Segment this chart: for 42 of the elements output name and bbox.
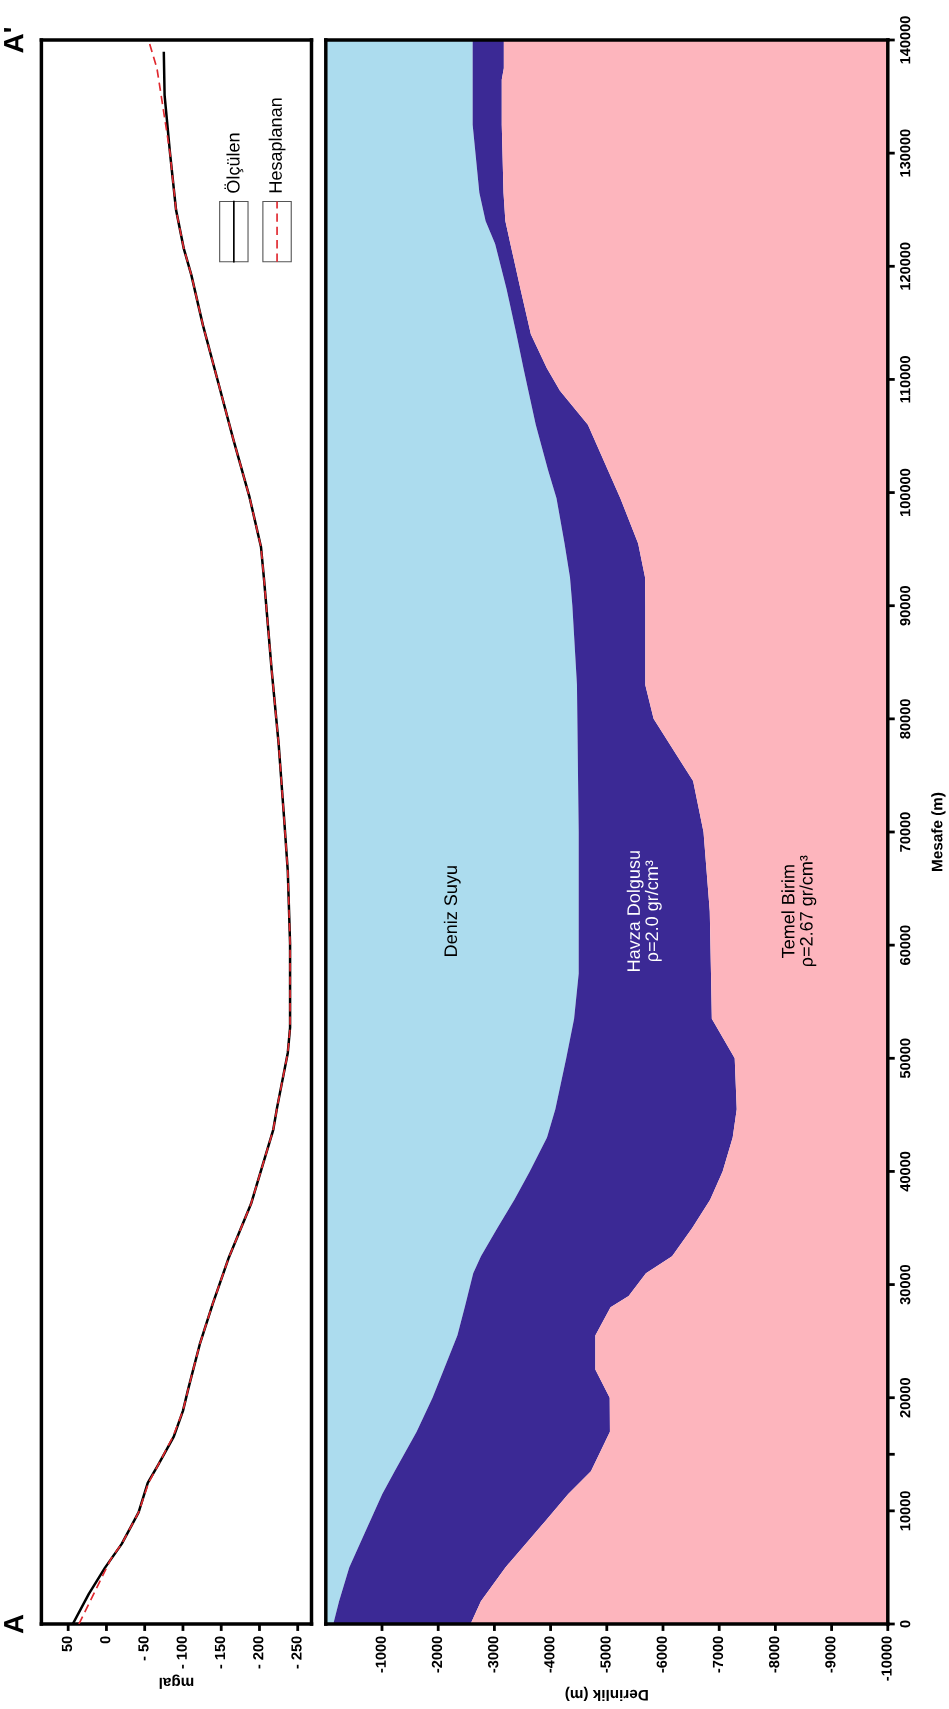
x-tick-label: 50 xyxy=(61,1636,73,1652)
x-tick-label: - 250 xyxy=(291,1636,302,1669)
y-tick-label: 120000 xyxy=(899,242,911,290)
y-tick-label: 50000 xyxy=(899,1038,911,1079)
x-tick-label: - 150 xyxy=(214,1636,226,1669)
text: A xyxy=(4,1614,24,1634)
x-tick-label: 0 xyxy=(100,1636,111,1644)
x-tick-label: -6000 xyxy=(656,1636,667,1673)
x-tick-label: -3000 xyxy=(487,1636,499,1673)
x-tick-label: -2000 xyxy=(431,1636,443,1673)
y-tick-label: 30000 xyxy=(899,1264,911,1305)
x-tick-label: - 100 xyxy=(176,1636,187,1669)
text: Hesaplanan xyxy=(268,98,286,193)
y-tick-label: 90000 xyxy=(899,586,911,626)
series-label: Havza Dolgusu ρ=2.0 gr/cm³ xyxy=(626,851,662,971)
y-tick-label: 100000 xyxy=(899,468,911,516)
series-label: Temel Birim ρ=2.67 gr/cm³ xyxy=(781,855,817,967)
x-tick-label: -4000 xyxy=(544,1636,555,1673)
x-tick-label: -7000 xyxy=(712,1636,724,1673)
x-tick-label: -5000 xyxy=(600,1636,611,1673)
text: Ölçülen xyxy=(224,133,244,193)
x-tick-label: -10000 xyxy=(881,1636,892,1681)
x-tick-label: - 50 xyxy=(138,1636,149,1661)
y-tick-label: 10000 xyxy=(899,1491,911,1531)
y-tick-label: 110000 xyxy=(899,356,911,403)
y-tick-label: 130000 xyxy=(899,129,911,177)
x-axis-title: mgal xyxy=(159,1674,194,1689)
series-label: Deniz Suyu xyxy=(443,866,461,956)
y-tick-label: 60000 xyxy=(899,925,911,965)
x-tick-label: -1000 xyxy=(375,1636,386,1673)
y-tick-label: 0 xyxy=(899,1620,911,1628)
y-tick-label: 70000 xyxy=(899,812,911,852)
x-axis-title: Derinlik (m) xyxy=(565,1686,648,1702)
y-tick-label: 20000 xyxy=(899,1378,911,1418)
y-tick-label: 40000 xyxy=(899,1151,911,1192)
x-tick-label: -9000 xyxy=(825,1636,836,1673)
x-tick-label: -8000 xyxy=(768,1636,780,1673)
x-tick-label: - 200 xyxy=(253,1636,264,1669)
text: A' xyxy=(4,28,24,53)
y-tick-label: 80000 xyxy=(899,699,911,739)
y-axis-title: Mesafe (m) xyxy=(931,792,946,871)
y-tick-label: 140000 xyxy=(899,16,911,64)
